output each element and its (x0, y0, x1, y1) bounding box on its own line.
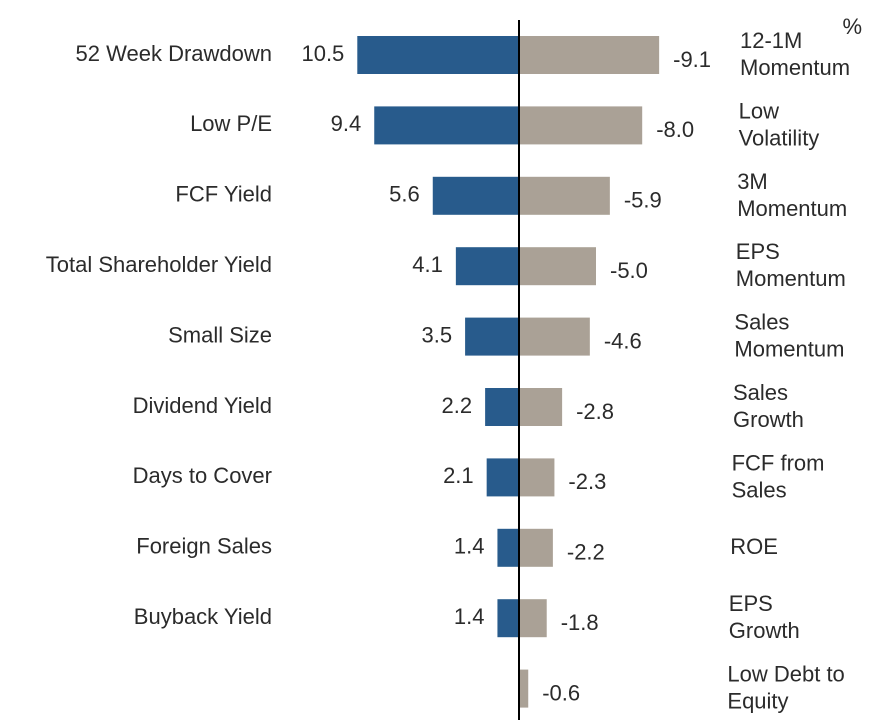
label-line: Sales (734, 309, 789, 334)
label-line: FCF from (732, 450, 825, 475)
bar (519, 36, 660, 74)
right-category-label: Low Volatility (739, 98, 820, 150)
bar (519, 317, 590, 356)
value-label: -1.8 (561, 610, 599, 635)
value-label: 3.5 (422, 322, 453, 347)
left-category-label: Low P/E (190, 111, 272, 136)
label-line: EPS (736, 239, 780, 264)
left-category-label: Dividend Yield (133, 393, 272, 418)
value-label: -4.6 (604, 328, 642, 353)
label-line: EPS (729, 591, 773, 616)
right-category-label: EPS Momentum (736, 239, 846, 291)
left-category-label: FCF Yield (175, 182, 272, 207)
value-label: 1.4 (454, 534, 485, 559)
left-category-label: Total Shareholder Yield (46, 252, 272, 277)
label-line: Low Debt to (727, 661, 844, 686)
value-label: -2.8 (576, 399, 614, 424)
value-label: -0.6 (542, 680, 580, 705)
label-line: Growth (733, 407, 804, 432)
bar (519, 528, 553, 567)
bar (519, 458, 555, 497)
bar (497, 528, 519, 567)
label-line: Momentum (734, 336, 844, 361)
right-category-label: 12-1M Momentum (740, 28, 850, 80)
bar (519, 388, 563, 426)
label-line: Sales (732, 477, 787, 502)
bar (519, 247, 596, 286)
left-category-label: Foreign Sales (136, 534, 272, 559)
bar (497, 599, 519, 638)
bar (519, 106, 643, 145)
label-line: Momentum (736, 266, 846, 291)
value-label: -2.2 (567, 540, 605, 565)
value-label: -5.0 (610, 258, 648, 283)
value-label: -8.0 (656, 117, 694, 142)
value-label: 1.4 (454, 604, 485, 629)
bar (485, 388, 519, 426)
left-category-label: Small Size (168, 322, 272, 347)
label-line: Volatility (739, 125, 820, 150)
bar (465, 317, 519, 356)
left-category-label: 52 Week Drawdown (76, 41, 272, 66)
value-label: -9.1 (673, 47, 711, 72)
right-category-label: FCF from Sales (732, 450, 825, 502)
bar (357, 36, 519, 74)
bar (374, 106, 519, 145)
label-line: Growth (729, 618, 800, 643)
value-label: -2.3 (568, 469, 606, 494)
bar (519, 669, 529, 708)
label-line: Equity (727, 688, 788, 713)
bar (519, 176, 610, 215)
value-label: 5.6 (389, 182, 420, 207)
left-category-label: Buyback Yield (134, 604, 272, 629)
right-category-label: Sales Growth (733, 380, 804, 432)
value-label: 2.1 (443, 463, 474, 488)
label-line: ROE (730, 534, 778, 559)
right-category-label: EPS Growth (729, 591, 800, 643)
bar (455, 247, 519, 286)
label-line: Sales (733, 380, 788, 405)
bar (519, 599, 547, 638)
unit-label: % (842, 14, 862, 39)
value-label: 10.5 (301, 41, 344, 66)
right-category-label: Sales Momentum (734, 309, 844, 361)
bar (432, 176, 519, 215)
right-category-label: 3M Momentum (737, 169, 847, 221)
label-line: 12-1M (740, 28, 802, 53)
bar (486, 458, 519, 497)
value-label: -5.9 (624, 188, 662, 213)
label-line: Momentum (737, 196, 847, 221)
left-category-label: Days to Cover (133, 463, 272, 488)
value-label: 9.4 (331, 111, 362, 136)
label-line: Momentum (740, 55, 850, 80)
label-line: Low (739, 98, 779, 123)
right-category-label: Low Debt to Equity (727, 661, 844, 713)
label-line: 3M (737, 169, 768, 194)
value-label: 4.1 (412, 252, 443, 277)
value-label: 2.2 (442, 393, 473, 418)
right-category-label: ROE (730, 534, 778, 559)
